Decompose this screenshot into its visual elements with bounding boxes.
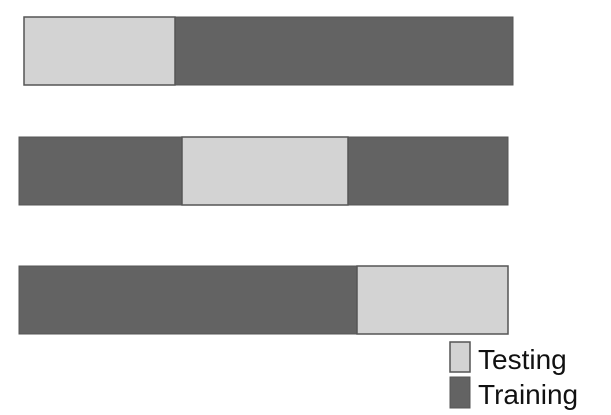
legend-testing-swatch: [449, 341, 471, 373]
fold-2-testing-segment: [181, 136, 349, 206]
fold-1-testing-segment: [23, 16, 176, 86]
fold-2: [18, 136, 509, 206]
fold-1: [23, 16, 514, 86]
legend-training-swatch: [449, 376, 471, 409]
fold-3: [18, 265, 509, 335]
legend-testing-label: Testing: [478, 344, 567, 375]
legend: Testing Training: [449, 341, 578, 410]
legend-training-label: Training: [478, 379, 578, 410]
fold-3-testing-segment: [356, 265, 509, 335]
